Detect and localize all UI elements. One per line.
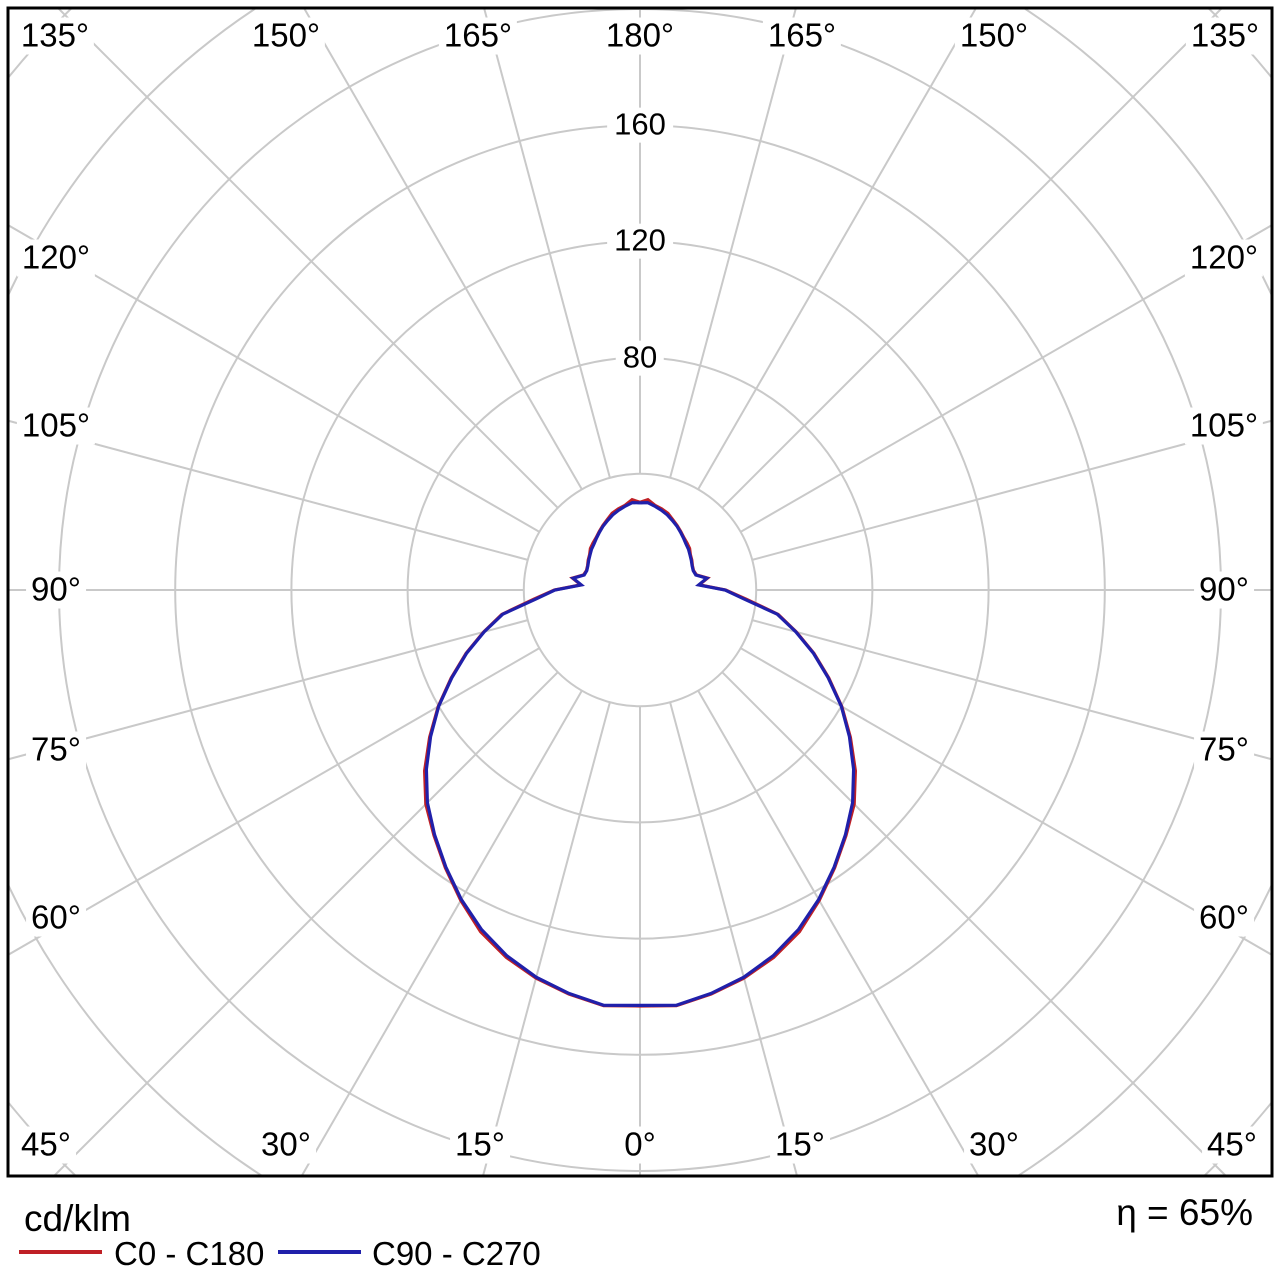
grid-ray [9, 619, 529, 760]
grid-ray [740, 224, 1271, 533]
grid-ray [669, 9, 797, 479]
grid-ray [54, 671, 559, 1175]
grid-ray [697, 690, 979, 1175]
grid-ray [751, 420, 1271, 561]
grid-ray [751, 619, 1271, 760]
grid-ray [721, 9, 1222, 509]
efficiency-label: η = 65% [1116, 1192, 1253, 1233]
curve-c90-c270 [424, 500, 856, 1008]
legend-line-c90-c270 [278, 1250, 361, 1254]
grid-ray [301, 690, 583, 1175]
unit-label: cd/klm [24, 1198, 131, 1239]
legend: C0 - C180 C90 - C270 [0, 1236, 1280, 1272]
grid-ray [483, 9, 611, 479]
grid-ray [697, 9, 977, 490]
grid-ray [9, 420, 529, 561]
grid-ray [482, 701, 611, 1175]
grid-ray [58, 9, 559, 509]
grid-ray [303, 9, 583, 490]
intensity-curves [422, 497, 858, 1008]
legend-label-c0-c180: C0 - C180 [114, 1235, 265, 1272]
plot-border [6, 6, 1274, 1178]
grid-ray [9, 224, 540, 533]
grid-ray [669, 701, 798, 1175]
legend-label-c90-c270: C90 - C270 [372, 1235, 541, 1272]
grid-ray [9, 647, 540, 956]
grid-ray [740, 647, 1271, 956]
grid-ray [721, 671, 1226, 1175]
legend-line-c0-c180 [19, 1250, 102, 1254]
